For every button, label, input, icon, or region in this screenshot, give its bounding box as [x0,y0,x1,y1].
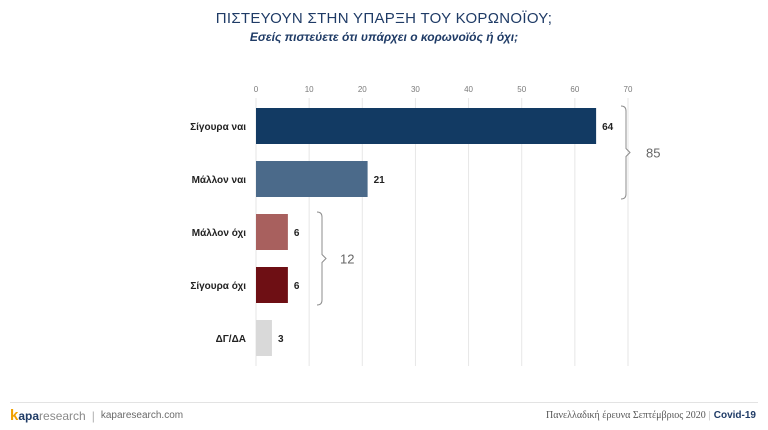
value-label: 21 [374,175,386,186]
value-label: 6 [294,281,300,292]
category-label: Σίγουρα όχι [190,281,246,292]
group-total-label: 85 [646,146,660,161]
x-tick-label: 0 [254,85,259,94]
brand-logo-letter: k [10,407,19,424]
covid-tag: Covid-19 [713,410,756,421]
category-label: Σίγουρα ναι [190,122,246,133]
value-label: 6 [294,228,300,239]
category-label: ΔΓ/ΔΑ [216,334,246,345]
bar-2 [256,214,288,250]
chart-title: ΠΙΣΤΕΥΟΥΝ ΣΤΗΝ ΥΠΑΡΞΗ ΤΟΥ ΚΟΡΩΝΟΪΟΥ; [215,10,553,27]
x-tick-label: 10 [305,85,314,94]
group-total-label: 12 [340,252,354,267]
x-tick-label: 30 [411,85,420,94]
survey-label: Πανελλαδική έρευνα Σεπτέμβριος 2020 [545,410,706,421]
bar-0 [256,108,597,144]
bar-chart: 0 10 20 30 40 50 60 70 Σίγουρα ναι 64 Μάλλον ναι 21… [190,85,660,366]
category-label: Μάλλον ναι [192,175,247,186]
footer-survey-info: Πανελλαδική έρευνα Σεπτέμβριος 2020 | Covi… [546,410,756,421]
footer-divider [10,402,758,403]
group-bracket-0 [620,105,631,200]
brand-logo-suffix: research [39,408,86,423]
footer-divider-char: | [708,410,711,421]
group-bracket-1 [316,211,327,306]
brand-logo: k apa research | kaparesearch.com [10,407,183,424]
value-label: 64 [602,122,614,133]
bar-4 [256,320,272,356]
chart-subtitle: Εσείς πιστεύετε ότι υπάρχει ο κορωνοϊός … [249,30,519,44]
brand-logo-name: apa [18,408,40,423]
bar-1 [256,161,368,197]
x-tick-label: 60 [570,85,579,94]
x-tick-label: 50 [517,85,526,94]
x-tick-label: 40 [464,85,473,94]
brand-website: kaparesearch.com [100,410,184,421]
brand-separator: | [91,408,95,423]
x-tick-label: 20 [358,85,367,94]
x-tick-label: 70 [624,85,633,94]
category-label: Μάλλον όχι [192,228,246,239]
bar-3 [256,267,288,303]
value-label: 3 [278,334,284,345]
